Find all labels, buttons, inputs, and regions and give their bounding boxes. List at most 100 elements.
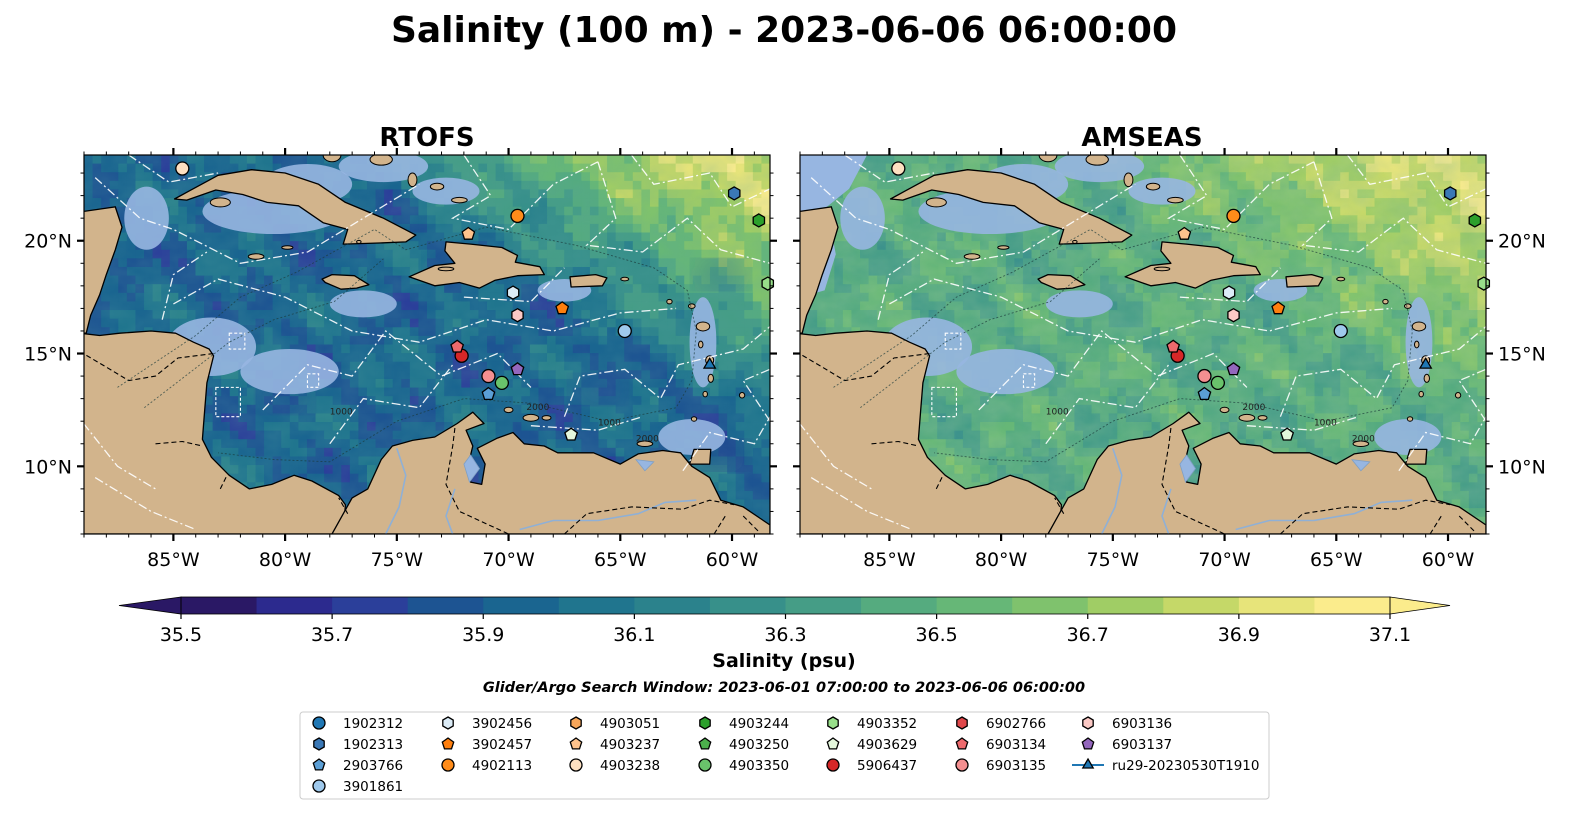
platform-2903766 bbox=[481, 386, 496, 401]
legend-label: 1902312 bbox=[343, 716, 403, 732]
legend-label: 4903250 bbox=[729, 737, 789, 753]
overlays-rtofs: 1000 2000 1000 2000 bbox=[84, 155, 770, 531]
x-tick-label: 60°W bbox=[1422, 549, 1475, 571]
hexagon-marker-icon bbox=[570, 716, 582, 730]
pentagon-marker-icon bbox=[441, 737, 455, 750]
legend-item-1902312: 1902312 bbox=[312, 716, 403, 732]
colorbar-bin bbox=[181, 597, 258, 614]
legend-label: 6903134 bbox=[986, 737, 1046, 753]
hexagon-marker-icon bbox=[827, 716, 839, 730]
platform-ru29-20230530T1910 bbox=[702, 356, 717, 369]
platform-6903135 bbox=[1197, 368, 1212, 384]
contour-label: 1000 bbox=[1314, 419, 1337, 429]
colorbar-bin bbox=[1087, 597, 1164, 614]
platform-3901861 bbox=[617, 323, 632, 339]
legend-item-6902766: 6902766 bbox=[956, 716, 1046, 732]
colorbar-extend-high bbox=[1389, 596, 1451, 615]
colorbar-bin bbox=[1163, 597, 1240, 614]
legend-label: 1902313 bbox=[343, 737, 403, 753]
legend-label: 3901861 bbox=[343, 779, 403, 795]
platform-6903135 bbox=[481, 368, 496, 384]
platform-3902457 bbox=[1271, 301, 1286, 315]
overlays-amseas: 1000 2000 1000 2000 bbox=[800, 155, 1486, 531]
legend-item-4903238: 4903238 bbox=[569, 758, 660, 774]
legend-label: 4903238 bbox=[600, 758, 660, 774]
axes-amseas: 85°W 80°W 75°W 70°W 65°W 60°W 10°N 15°N 20°N bbox=[793, 148, 1546, 571]
circle-marker-icon bbox=[312, 716, 326, 730]
figure-title: Salinity (100 m) - 2023-06-06 06:00:00 bbox=[391, 10, 1177, 51]
platform-markers-amseas bbox=[891, 161, 1491, 441]
legend-label: 6903137 bbox=[1112, 737, 1172, 753]
legend-label: 4903350 bbox=[729, 758, 789, 774]
contour-label: 1000 bbox=[598, 419, 621, 429]
legend-item-2903766: 2903766 bbox=[312, 758, 403, 774]
platform-3901861 bbox=[1333, 323, 1348, 339]
colorbar-bin bbox=[861, 597, 938, 614]
x-tick-label: 70°W bbox=[482, 549, 535, 571]
map-panel-amseas: AMSEAS 1000 2000 1000 2000 85°W 80°W 75°W 70°W… bbox=[793, 123, 1546, 571]
colorbar-extend-low bbox=[118, 596, 182, 615]
circle-marker-icon bbox=[312, 779, 326, 793]
platform-3902456 bbox=[1222, 285, 1236, 300]
colorbar-bin bbox=[256, 597, 333, 614]
map-panel-rtofs: RTOFS 1000 2000 1000 2000 85°W 80°W 75°W 70°W 6… bbox=[24, 123, 777, 571]
legend-label: 4903629 bbox=[857, 737, 917, 753]
contour-label: 2000 bbox=[1242, 403, 1265, 413]
colorbar-tick-label: 36.7 bbox=[1067, 624, 1109, 646]
platform-4903350 bbox=[494, 375, 510, 391]
contour-label: 2000 bbox=[1352, 435, 1375, 445]
colorbar-tick-label: 36.5 bbox=[915, 624, 957, 646]
colorbar-label: Salinity (psu) bbox=[712, 650, 855, 672]
land-amseas bbox=[800, 155, 1486, 534]
hexagon-marker-icon bbox=[442, 716, 454, 730]
legend-label: 4903244 bbox=[729, 716, 789, 732]
colorbar-tick-label: 36.9 bbox=[1218, 624, 1260, 646]
platform-6903137 bbox=[510, 361, 525, 376]
colorbar-bin bbox=[634, 597, 711, 614]
colorbar-bin bbox=[1314, 597, 1391, 614]
triangle-marker-icon bbox=[1081, 757, 1095, 769]
circle-marker-icon bbox=[698, 758, 712, 772]
platform-6903134 bbox=[1166, 339, 1181, 353]
y-tick-label: 10°N bbox=[24, 456, 72, 478]
pentagon-marker-icon bbox=[826, 737, 840, 750]
legend-item-4902113: 4902113 bbox=[441, 758, 532, 774]
hexagon-marker-icon bbox=[313, 737, 325, 751]
legend-item-4903244: 4903244 bbox=[699, 716, 789, 732]
colorbar-bin bbox=[785, 597, 862, 614]
legend-item-3902456: 3902456 bbox=[442, 716, 532, 732]
x-tick-label: 65°W bbox=[594, 549, 647, 571]
land-rtofs bbox=[84, 155, 770, 534]
platform-4902113 bbox=[1226, 208, 1241, 224]
colorbar-bin bbox=[1012, 597, 1089, 614]
platform-4903352 bbox=[1477, 276, 1491, 291]
x-tick-label: 80°W bbox=[259, 549, 312, 571]
hexagon-marker-icon bbox=[1082, 716, 1094, 730]
legend-label: 4903352 bbox=[857, 716, 917, 732]
x-tick-label: 65°W bbox=[1310, 549, 1363, 571]
legend-label: 5906437 bbox=[857, 758, 917, 774]
platform-1902313 bbox=[1443, 186, 1457, 201]
legend-label: 6902766 bbox=[986, 716, 1046, 732]
x-tick-label: 75°W bbox=[371, 549, 424, 571]
y-tick-label: 20°N bbox=[1498, 231, 1546, 253]
legend-item-ru29-20230530T1910: ru29-20230530T1910 bbox=[1072, 757, 1259, 774]
platform-4903237 bbox=[461, 226, 476, 240]
platform-4902113 bbox=[510, 208, 525, 224]
x-tick-label: 80°W bbox=[975, 549, 1028, 571]
legend-label: 6903136 bbox=[1112, 716, 1172, 732]
platform-ru29-20230530T1910 bbox=[1418, 356, 1433, 369]
contour-label: 1000 bbox=[1046, 407, 1069, 417]
legend-item-4903350: 4903350 bbox=[698, 758, 789, 774]
legend-label: 4903237 bbox=[600, 737, 660, 753]
legend-item-1902313: 1902313 bbox=[313, 737, 403, 753]
platform-3902457 bbox=[555, 301, 570, 315]
pentagon-marker-icon bbox=[312, 758, 326, 771]
colorbar-bin bbox=[936, 597, 1013, 614]
colorbar: 35.5 35.7 35.9 36.1 36.3 36.5 36.7 36.9 37.1 bbox=[118, 596, 1451, 646]
circle-marker-icon bbox=[569, 758, 583, 772]
platform-4903244 bbox=[752, 213, 766, 228]
pentagon-marker-icon bbox=[955, 737, 969, 750]
legend-label: ru29-20230530T1910 bbox=[1112, 758, 1259, 774]
platform-6903136 bbox=[1227, 307, 1240, 323]
